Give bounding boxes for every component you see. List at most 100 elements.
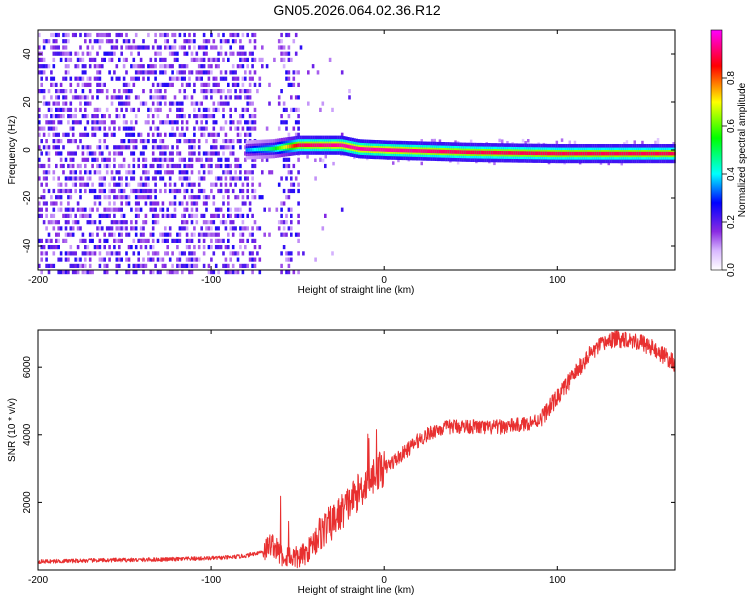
heatmap-cell — [88, 270, 92, 275]
heatmap-cell — [74, 120, 77, 125]
heatmap-cell — [258, 82, 262, 87]
heatmap-cell — [251, 270, 254, 275]
heatmap-cell — [229, 45, 232, 50]
heatmap-cell — [50, 245, 53, 250]
heatmap-cell — [183, 76, 186, 81]
heatmap-cell — [81, 157, 85, 162]
heatmap-cell — [120, 232, 123, 237]
heatmap-cell — [210, 245, 213, 250]
heatmap-cell — [79, 176, 82, 181]
heatmap-cell — [50, 120, 53, 125]
heatmap-cell — [40, 76, 43, 81]
heatmap-ridge-cell — [555, 151, 558, 156]
snr-y-tick-label: 4000 — [22, 423, 33, 446]
heatmap-cell — [555, 140, 559, 145]
heatmap-cell — [52, 207, 56, 212]
heatmap-ridge-cell — [503, 151, 506, 155]
heatmap-cell — [137, 201, 140, 206]
heatmap-cell — [105, 226, 109, 231]
heatmap-cell — [132, 132, 136, 137]
heatmap-cell — [253, 163, 257, 169]
heatmap-cell — [132, 170, 136, 175]
heatmap-cell — [156, 220, 160, 225]
heatmap-cell — [98, 213, 102, 218]
heatmap-cell — [98, 45, 102, 50]
heatmap-cell — [244, 245, 247, 250]
heatmap-cell — [86, 45, 90, 50]
heatmap-cell — [59, 257, 63, 262]
heatmap-cell — [173, 39, 177, 44]
heatmap-cell — [147, 188, 150, 194]
heatmap-cell — [214, 176, 218, 181]
heatmap-cell — [86, 114, 90, 119]
heatmap-cell — [171, 101, 174, 106]
heatmap-cell — [161, 139, 165, 144]
heatmap-cell — [105, 51, 109, 56]
heatmap-ridge-cell — [532, 151, 535, 156]
heatmap-ridge-cell — [623, 151, 626, 156]
heatmap-cell — [297, 270, 300, 275]
heatmap-cell — [47, 120, 51, 125]
heatmap-cell — [96, 226, 99, 231]
heatmap-cell — [57, 232, 60, 237]
colorbar-tick-label: 0.4 — [726, 167, 737, 181]
heatmap-cell — [134, 76, 138, 81]
heatmap-cell — [193, 182, 196, 187]
heatmap-cell — [122, 64, 126, 69]
heatmap-cell — [93, 76, 97, 81]
heatmap-cell — [57, 207, 60, 212]
heatmap-cell — [166, 64, 169, 69]
heatmap-cell — [118, 257, 121, 262]
heatmap-cell — [324, 154, 327, 159]
heatmap-cell — [74, 32, 77, 38]
heatmap-cell — [229, 176, 232, 181]
heatmap-ridge-cell — [559, 151, 562, 156]
heatmap-cell — [159, 151, 162, 156]
heatmap-cell — [154, 170, 157, 175]
heatmap-cell — [222, 126, 225, 131]
heatmap-cell — [224, 163, 228, 169]
heatmap-cell — [96, 207, 99, 212]
heatmap-cell — [280, 45, 283, 50]
heatmap-cell — [113, 151, 116, 156]
heatmap-cell — [130, 89, 133, 94]
heatmap-cell — [200, 163, 203, 169]
heatmap-cell — [227, 95, 230, 100]
heatmap-cell — [40, 270, 43, 275]
heatmap-cell — [130, 120, 133, 125]
heatmap-cell — [239, 176, 242, 181]
heatmap-cell — [246, 213, 249, 218]
heatmap-ridge-cell — [522, 151, 525, 155]
heatmap-cell — [287, 207, 291, 212]
heatmap-cell — [88, 220, 92, 225]
heatmap-cell — [113, 126, 116, 131]
heatmap-cell — [98, 195, 102, 200]
heatmap-cell — [149, 188, 153, 194]
heatmap-cell — [91, 163, 94, 169]
heatmap-cell — [67, 151, 70, 156]
heatmap-cell — [154, 188, 157, 194]
heatmap-cell — [149, 95, 153, 100]
heatmap-cell — [110, 251, 114, 256]
heatmap-cell — [241, 32, 245, 38]
heatmap-cell — [38, 176, 41, 181]
heatmap-ridge-cell — [468, 150, 471, 155]
heatmap-cell — [42, 195, 46, 200]
heatmap-cell — [181, 76, 184, 81]
heatmap-cell — [38, 114, 41, 119]
heatmap-ridge-cell — [565, 151, 568, 156]
heatmap-cell — [115, 114, 119, 119]
heatmap-cell — [64, 132, 68, 137]
heatmap-ridge-cell — [424, 149, 427, 153]
heatmap-cell — [348, 95, 351, 100]
heatmap-ridge-cell — [607, 151, 610, 156]
heatmap-cell — [173, 51, 177, 56]
heatmap-cell — [290, 226, 293, 231]
heatmap-cell — [244, 57, 247, 62]
heatmap-cell — [229, 270, 232, 275]
heatmap-cell — [159, 176, 162, 181]
heatmap-cell — [241, 182, 245, 187]
heatmap-cell — [132, 64, 136, 69]
heatmap-ridge-cell — [461, 150, 464, 154]
heatmap-cell — [151, 64, 155, 69]
